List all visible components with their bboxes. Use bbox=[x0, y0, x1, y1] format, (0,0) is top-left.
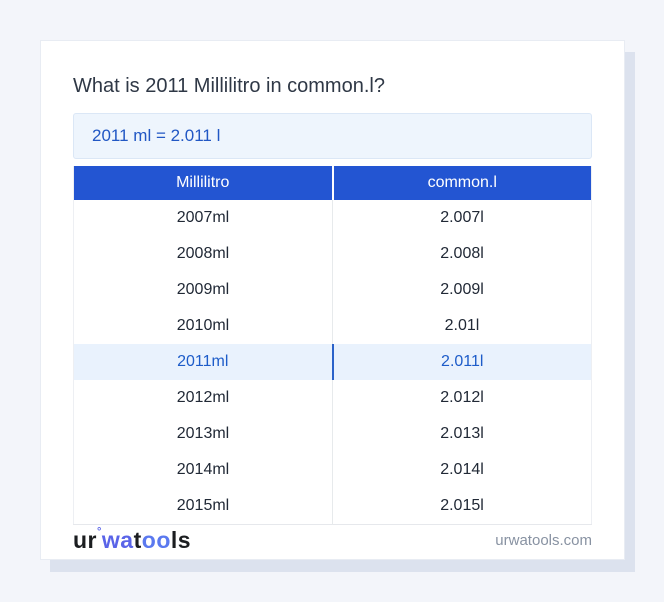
table-row: 2010ml 2.01l bbox=[73, 308, 592, 344]
table-row-highlighted: 2011ml 2.011l bbox=[73, 344, 592, 380]
brand-logo-segment: ls bbox=[170, 527, 192, 553]
liters-cell: 2.014l bbox=[332, 452, 592, 488]
brand-logo[interactable]: ur°watools bbox=[73, 526, 192, 553]
ml-cell: 2014ml bbox=[73, 452, 333, 488]
brand-logo-segment: ° bbox=[97, 526, 102, 538]
page-title: What is 2011 Millilitro in common.l? bbox=[73, 75, 385, 97]
conversion-table-head: Millilitro common.l bbox=[73, 166, 592, 200]
liters-cell: 2.012l bbox=[332, 380, 592, 416]
column-header-millilitro: Millilitro bbox=[73, 166, 334, 200]
conversion-result-box: 2011 ml = 2.011 l bbox=[73, 113, 592, 159]
brand-logo-segment: oo bbox=[141, 527, 171, 553]
ml-cell: 2007ml bbox=[73, 200, 333, 236]
table-row: 2014ml 2.014l bbox=[73, 452, 592, 488]
table-row: 2008ml 2.008l bbox=[73, 236, 592, 272]
liters-cell: 2.01l bbox=[332, 308, 592, 344]
conversion-table: Millilitro common.l 2007ml 2.007l 2008ml 2.… bbox=[73, 166, 592, 525]
liters-cell: 2.009l bbox=[332, 272, 592, 308]
ml-cell: 2011ml bbox=[73, 344, 334, 380]
brand-logo-segment: wa bbox=[101, 527, 134, 553]
brand-logo-segment: t bbox=[133, 527, 142, 553]
brand-logo-segment: ur bbox=[73, 527, 97, 553]
ml-cell: 2009ml bbox=[73, 272, 333, 308]
liters-cell: 2.013l bbox=[332, 416, 592, 452]
ml-cell: 2013ml bbox=[73, 416, 333, 452]
table-row: 2007ml 2.007l bbox=[73, 200, 592, 236]
table-row: 2012ml 2.012l bbox=[73, 380, 592, 416]
table-row: 2015ml 2.015l bbox=[73, 488, 592, 524]
card-footer: ur°watools urwatools.com bbox=[73, 522, 592, 559]
site-url: urwatools.com bbox=[495, 532, 592, 549]
ml-cell: 2010ml bbox=[73, 308, 333, 344]
liters-cell: 2.011l bbox=[332, 344, 592, 380]
table-row: 2009ml 2.009l bbox=[73, 272, 592, 308]
liters-cell: 2.007l bbox=[332, 200, 592, 236]
column-header-common-l: common.l bbox=[332, 166, 592, 200]
conversion-result-text: 2011 ml = 2.011 l bbox=[92, 126, 221, 145]
liters-cell: 2.015l bbox=[332, 488, 592, 524]
liters-cell: 2.008l bbox=[332, 236, 592, 272]
table-row: 2013ml 2.013l bbox=[73, 416, 592, 452]
ml-cell: 2012ml bbox=[73, 380, 333, 416]
converter-card: What is 2011 Millilitro in common.l? 201… bbox=[40, 40, 625, 560]
conversion-table-body: 2007ml 2.007l 2008ml 2.008l 2009ml 2.009l 2010… bbox=[73, 200, 592, 524]
ml-cell: 2008ml bbox=[73, 236, 333, 272]
ml-cell: 2015ml bbox=[73, 488, 333, 524]
